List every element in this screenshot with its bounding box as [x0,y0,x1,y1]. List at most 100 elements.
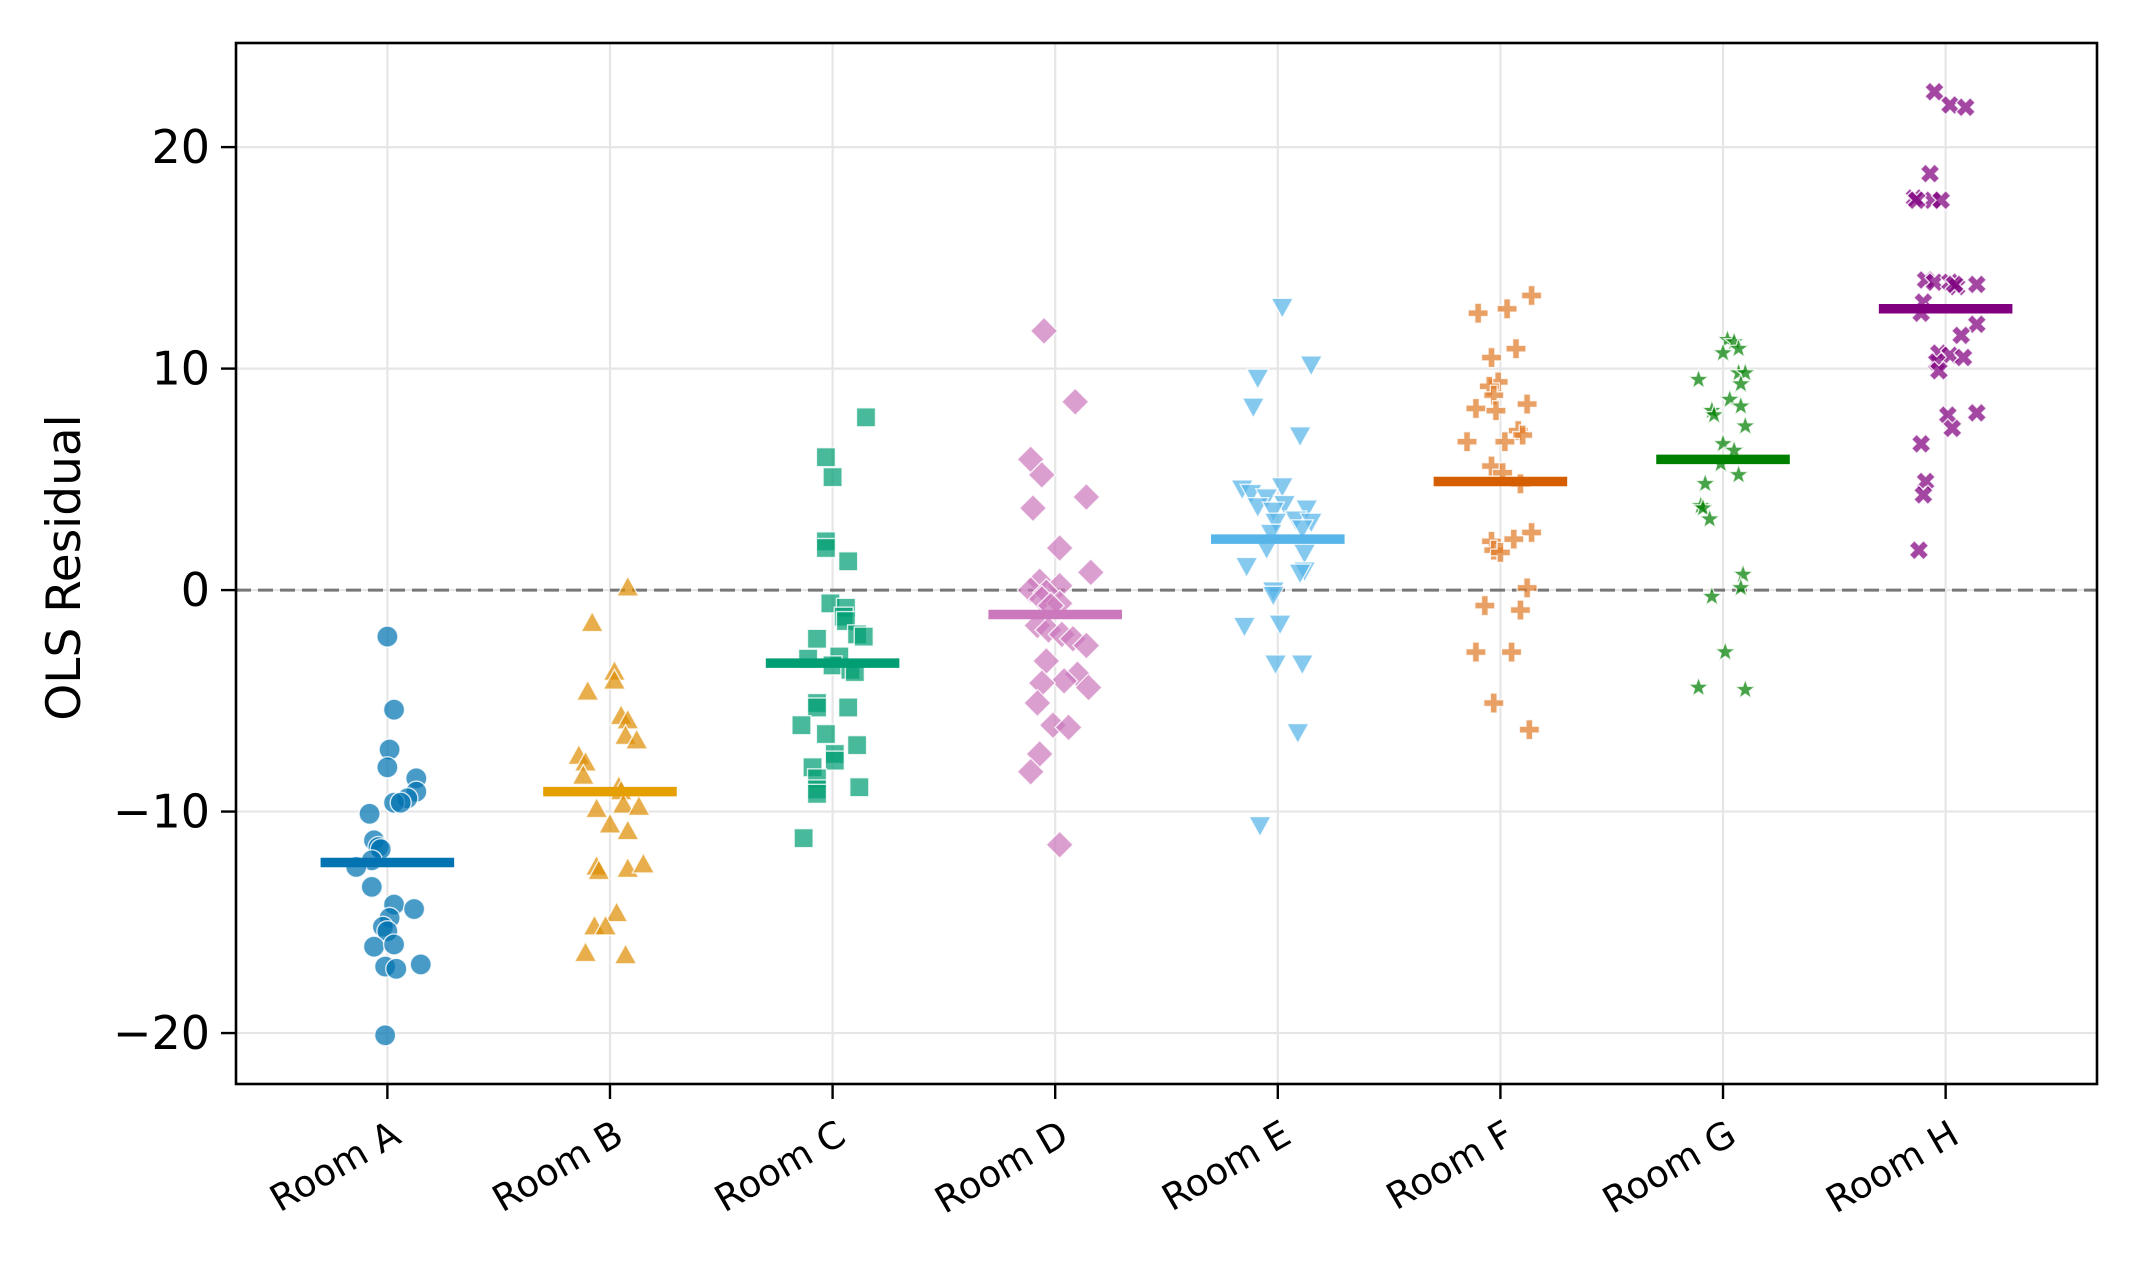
data-point [1686,674,1711,698]
y-tick-label: 0 [181,563,210,617]
data-point [1074,673,1104,703]
data-point [1910,433,1932,455]
data-point [1912,484,1934,506]
data-point [1049,666,1079,696]
data-point [815,537,837,559]
data-point [1270,477,1295,499]
y-tick-label: −20 [113,1006,210,1060]
data-point [1943,273,1966,296]
data-point [1241,397,1266,420]
data-point [1728,371,1753,395]
data-point [631,851,656,874]
data-point [1258,523,1284,546]
data-point [1489,541,1512,564]
data-point [385,957,408,981]
series-room-a [345,625,432,1047]
data-point [1263,654,1288,677]
data-point [1018,493,1048,523]
data-point [376,756,399,779]
data-point [1952,346,1975,369]
data-point [602,667,627,690]
data-point [1076,557,1106,587]
data-point [1520,284,1543,307]
data-point [1071,482,1101,512]
data-point [1287,426,1313,449]
data-point [1029,316,1059,346]
data-point [409,953,432,976]
data-point [1726,336,1751,359]
data-point [815,446,837,468]
series-room-g [1686,327,1758,700]
data-point [402,897,426,921]
data-point [1234,556,1259,579]
y-tick-label: −10 [113,785,210,839]
data-point [1480,346,1503,369]
y-tick-label: 10 [151,342,210,396]
data-point [1693,471,1718,494]
data-point [806,628,828,650]
data-point [1294,499,1319,522]
data-point [1245,368,1270,391]
data-point [584,796,609,819]
data-point [1717,387,1742,410]
data-point [575,678,600,701]
data-point [1733,360,1758,384]
data-point [1290,654,1315,677]
data-point [1966,313,1988,335]
data-point [1941,417,1963,439]
data-point [1906,189,1928,211]
data-point [611,791,636,814]
data-point [604,900,629,923]
data-point [1465,397,1487,420]
data-point [1505,337,1527,360]
data-point [1232,616,1257,639]
data-point [624,727,649,750]
data-point [853,626,874,647]
data-point [626,794,652,817]
data-point [1027,460,1057,490]
data-point [1923,81,1946,103]
data-point [1045,533,1075,563]
data-point [1733,413,1758,437]
data-point [1731,562,1756,585]
data-point [1483,692,1505,714]
y-axis-label: OLS Residual [37,414,92,720]
data-point [573,940,598,963]
data-point [1261,585,1286,608]
data-point [1456,430,1478,453]
data-point [1950,324,1972,346]
data-point [1247,815,1273,838]
data-point [358,802,381,825]
data-point [1518,718,1541,741]
data-point [1919,163,1941,185]
data-point [1290,519,1315,542]
data-point [846,734,868,756]
data-point [613,942,638,965]
data-point [1467,302,1489,324]
data-point [1474,594,1496,617]
series-room-e [1229,297,1324,838]
data-point [1292,543,1317,566]
data-point [1054,712,1084,742]
data-point [1966,402,1988,424]
data-point [1270,297,1295,320]
data-point [1465,641,1487,663]
data-point [1520,521,1543,544]
data-point [586,858,612,881]
data-point [1022,688,1052,718]
data-point [1966,273,1988,296]
data-point [1261,501,1286,524]
data-point [1702,402,1727,426]
data-point [1686,367,1711,390]
data-point [597,811,623,834]
data-point [822,466,843,488]
mean-lines [320,304,2013,868]
data-point [806,697,828,718]
y-axis: −20 −10 0 10 20 [113,120,236,1060]
data-point [1699,584,1724,607]
data-point [815,723,837,745]
data-point [1287,563,1313,586]
data-point [360,875,383,899]
data-point [1500,641,1523,663]
data-point [615,818,640,841]
